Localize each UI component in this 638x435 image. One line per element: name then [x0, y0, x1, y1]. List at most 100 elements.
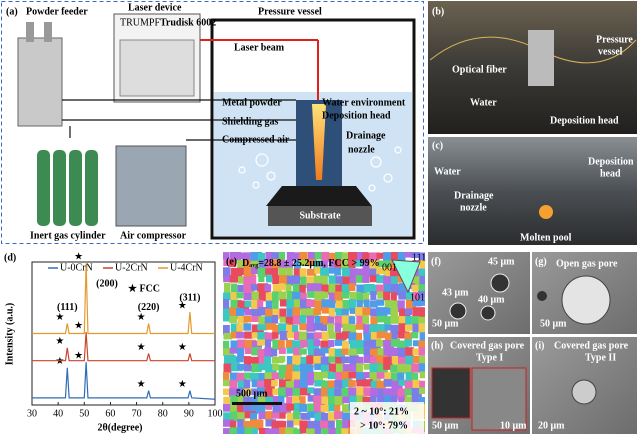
grain: [335, 419, 346, 431]
grain: [328, 363, 338, 374]
grain: [341, 371, 352, 382]
grain: [327, 316, 335, 325]
label: Compressed air: [222, 134, 290, 145]
grain: [412, 307, 425, 319]
grain: [257, 299, 264, 310]
grain: [327, 387, 339, 396]
grain: [251, 291, 264, 301]
grain: [391, 300, 402, 312]
grain: [341, 308, 349, 317]
series-line: [32, 362, 216, 400]
grain: [237, 267, 246, 276]
grain: [237, 363, 247, 371]
grain: [250, 419, 262, 430]
grain: [391, 380, 403, 393]
grain: [321, 331, 329, 343]
grain: [251, 347, 262, 356]
grain: [264, 339, 272, 351]
grain: [362, 379, 373, 387]
peak-star: ★: [178, 342, 187, 353]
grain: [370, 395, 377, 404]
grain: [370, 348, 382, 360]
grain: [300, 371, 311, 383]
grain: [258, 356, 267, 369]
grain: [223, 372, 230, 384]
grain: [223, 412, 235, 424]
grain: [306, 332, 318, 344]
head-photo: [528, 30, 554, 86]
label: Substrate: [299, 210, 341, 221]
grain: [349, 276, 357, 286]
series-line: [32, 332, 215, 362]
grain: [265, 323, 276, 330]
grain: [418, 299, 425, 306]
label: Deposition head: [550, 115, 619, 126]
grain: [327, 300, 336, 313]
grain: [314, 291, 325, 301]
grain: [279, 316, 287, 323]
x-tick-label: 40: [53, 408, 63, 419]
grain: [390, 395, 398, 407]
grain: [418, 396, 425, 404]
grain: [404, 332, 412, 344]
pore: [480, 305, 496, 321]
panel-tag: (i): [535, 340, 544, 351]
grain: [313, 355, 324, 368]
grain: [271, 259, 284, 269]
grain: [342, 364, 351, 376]
grain: [278, 420, 287, 428]
grain: [328, 252, 341, 264]
grain: [251, 388, 262, 396]
grain: [292, 283, 303, 296]
grain: [307, 339, 320, 351]
laser-panel: [119, 39, 195, 97]
grain: [299, 299, 312, 311]
grain: [272, 428, 285, 434]
label: Covered gas pore: [554, 340, 629, 351]
grain: [250, 252, 262, 263]
inset: [471, 367, 527, 431]
grain: [313, 275, 322, 288]
grain: [299, 403, 308, 412]
grain: [341, 252, 353, 260]
grain: [334, 404, 341, 414]
grain: [313, 348, 326, 359]
grain: [244, 427, 257, 434]
grain: [243, 388, 252, 395]
grain: [334, 380, 346, 389]
grain: [362, 396, 372, 406]
grain: [307, 252, 317, 261]
grain: [264, 379, 275, 391]
grain: [369, 252, 380, 263]
grain: [293, 252, 301, 260]
grain: [320, 275, 328, 287]
peak-star: ★: [178, 300, 187, 311]
grain: [313, 332, 326, 339]
grain: [383, 276, 395, 288]
grain: [285, 324, 295, 334]
grain: [299, 323, 309, 331]
grain: [370, 388, 379, 398]
grain: [335, 276, 344, 287]
grain: [348, 299, 356, 310]
grain: [314, 371, 324, 382]
grain: [223, 419, 234, 427]
grain: [230, 292, 238, 300]
grain: [223, 299, 230, 310]
label: Molten pool: [520, 232, 572, 243]
panel-f: (f) 45 μm 43 μm 40 μm 50 μm: [428, 252, 530, 334]
grain: [237, 259, 246, 270]
grain: [411, 276, 422, 287]
grain: [229, 307, 240, 319]
grain: [278, 275, 289, 286]
grain: [321, 284, 333, 295]
grain: [244, 259, 251, 272]
grain: [236, 252, 247, 260]
grain: [342, 323, 352, 334]
grain: [335, 284, 343, 296]
grain: [320, 260, 328, 269]
grain: [362, 315, 369, 324]
grain: [299, 387, 311, 396]
grain: [320, 364, 331, 374]
grain: [362, 259, 370, 271]
